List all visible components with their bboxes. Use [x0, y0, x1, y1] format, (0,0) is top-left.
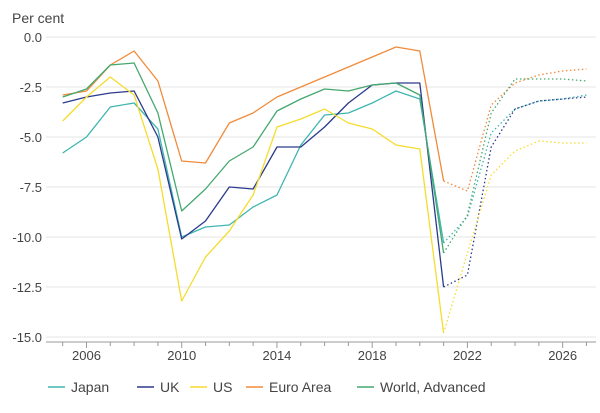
y-axis: 0.0 -2.5 -5.0 -7.5 -10.0 -12.5 -15.0 [12, 30, 42, 345]
legend-label: Euro Area [269, 379, 331, 395]
legend-label: Japan [71, 379, 109, 395]
legend-label: UK [160, 379, 180, 395]
legend-label: World, Advanced [380, 379, 486, 395]
series-forecast-line-euro-area [443, 68, 587, 192]
y-tick-label: -2.5 [20, 80, 42, 95]
series-forecast-line-us [442, 140, 587, 334]
x-tick-label: 2026 [548, 348, 577, 363]
x-tick-label: 2022 [453, 348, 482, 363]
gridlines [46, 36, 596, 338]
y-tick-label: -5.0 [20, 130, 42, 145]
series-forecast-line-japan [443, 94, 587, 244]
x-tick-label: 2006 [72, 348, 101, 363]
y-tick-label: -12.5 [12, 280, 42, 295]
plot-area [62, 46, 587, 334]
y-tick-label: -15.0 [12, 330, 42, 345]
x-axis: 2006 2010 2014 2018 2022 2026 [46, 341, 596, 363]
series-line-japan [62, 90, 445, 244]
y-tick-label: -7.5 [20, 180, 42, 195]
legend-label: US [213, 379, 232, 395]
unit-label: Per cent [12, 10, 64, 26]
y-tick-label: -10.0 [12, 230, 42, 245]
x-tick-label: 2018 [358, 348, 387, 363]
series-forecast-line-world-advanced [443, 78, 587, 254]
series-line-euro-area [62, 46, 445, 182]
series-forecast-line-uk [443, 96, 587, 288]
x-tick-label: 2010 [167, 348, 196, 363]
legend: Japan UK US Euro Area World, Advanced [48, 379, 486, 395]
y-tick-label: 0.0 [24, 30, 42, 45]
x-tick-label: 2014 [262, 348, 291, 363]
series-line-us [62, 76, 445, 334]
series-line-world-advanced [62, 62, 445, 254]
